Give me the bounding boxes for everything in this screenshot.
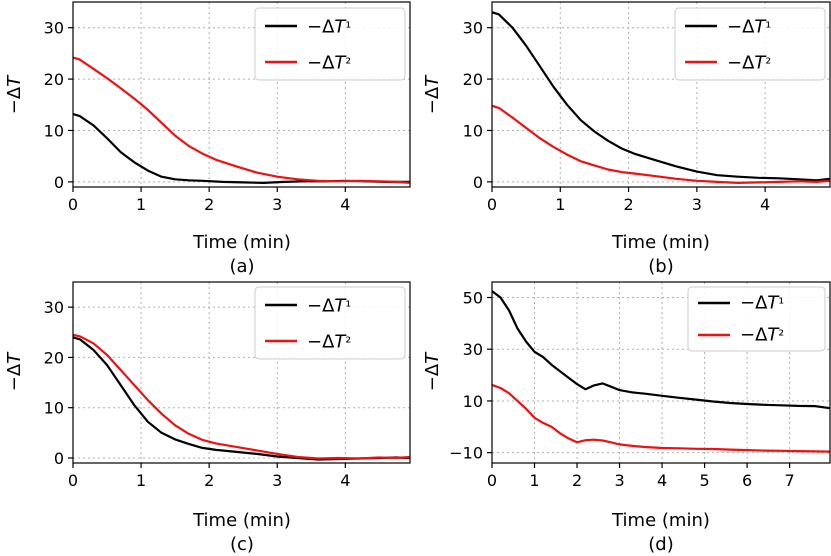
x-tick-label: 2 (572, 471, 582, 490)
panel-caption: (a) (229, 256, 254, 277)
y-tick-label: 0 (473, 173, 483, 192)
legend-label: −ΔT¹ (740, 293, 784, 314)
legend-label: −ΔT¹ (727, 16, 771, 37)
axes-frame (72, 1, 411, 188)
x-axis-label: Time (min) (192, 232, 291, 253)
axes-frame (491, 1, 831, 188)
y-tick-label: 50 (463, 289, 483, 308)
y-tick-label: 0 (54, 449, 64, 468)
x-tick-label: 6 (742, 471, 752, 490)
x-tick-label: 3 (692, 195, 702, 214)
x-tick-label: 1 (529, 471, 539, 490)
x-tick-label: 4 (340, 195, 350, 214)
x-tick-label: 3 (272, 471, 282, 490)
y-tick-label: 10 (44, 399, 64, 418)
axes-frame (491, 281, 831, 464)
x-tick-label: 4 (340, 471, 350, 490)
series-line-1 (73, 112, 410, 184)
y-axis-label: −ΔT (422, 74, 443, 114)
legend-label: −ΔT¹ (307, 16, 351, 37)
chart-panel-b: 0 1 2 3 4 0 10 20 30 Time (min) −ΔT (b) −ΔT¹ −ΔT² (422, 1, 831, 277)
series-line-2 (492, 104, 830, 184)
x-tick-label: 0 (487, 195, 497, 214)
y-axis-label: −ΔT (4, 74, 25, 114)
legend-label: −ΔT¹ (307, 295, 351, 316)
x-tick-label: 1 (136, 471, 146, 490)
series-line-1 (492, 290, 830, 410)
x-axis-label: Time (min) (611, 232, 710, 253)
panel-caption: (c) (230, 534, 254, 555)
x-tick-label: 0 (487, 471, 497, 490)
x-tick-label: 0 (68, 195, 78, 214)
series-line-2 (492, 383, 830, 453)
y-tick-label: 20 (463, 70, 483, 89)
x-tick-label: 7 (785, 471, 795, 490)
series-line-2 (73, 56, 410, 184)
legend: −ΔT¹ −ΔT² (254, 7, 406, 81)
series-line-1 (492, 11, 830, 182)
x-axis-label: Time (min) (611, 510, 710, 531)
legend-label: −ΔT² (307, 331, 351, 352)
y-tick-label: 10 (463, 392, 483, 411)
y-tick-label: 20 (44, 70, 64, 89)
x-tick-label: 0 (68, 471, 78, 490)
legend-label: −ΔT² (307, 52, 351, 73)
y-tick-label: 30 (463, 340, 483, 359)
y-tick-label: 30 (44, 298, 64, 317)
x-tick-label: 3 (272, 195, 282, 214)
y-tick-label: 30 (463, 19, 483, 38)
x-tick-label: 4 (657, 471, 667, 490)
y-axis-label: −ΔT (4, 351, 25, 391)
y-tick-label: 10 (463, 121, 483, 140)
y-axis-label: −ΔT (422, 351, 443, 391)
legend-label: −ΔT² (740, 325, 784, 346)
y-tick-label: 0 (54, 173, 64, 192)
panel-caption: (d) (648, 534, 673, 555)
chart-panel-a: 0 1 2 3 4 0 10 20 30 Time (min) −ΔT (a) −ΔT¹ −ΔT² (4, 1, 411, 277)
y-tick-label: −10 (449, 444, 483, 463)
chart-panel-c: 0 1 2 3 4 0 10 20 30 Time (min) −ΔT (c) −ΔT¹ −ΔT² (4, 281, 411, 555)
y-tick-label: 30 (44, 19, 64, 38)
x-axis-label: Time (min) (192, 510, 291, 531)
x-tick-label: 2 (204, 471, 214, 490)
panel-caption: (b) (648, 256, 673, 277)
x-tick-label: 2 (623, 195, 633, 214)
axes-frame (72, 281, 411, 464)
x-tick-label: 5 (699, 471, 709, 490)
x-tick-label: 2 (204, 195, 214, 214)
series-line-2 (73, 333, 410, 460)
y-tick-label: 10 (44, 121, 64, 140)
x-tick-label: 1 (136, 195, 146, 214)
legend: −ΔT¹ −ΔT² (674, 7, 826, 81)
legend-label: −ΔT² (727, 52, 771, 73)
legend: −ΔT¹ −ΔT² (687, 286, 826, 352)
x-tick-label: 4 (760, 195, 770, 214)
x-tick-label: 1 (555, 195, 565, 214)
x-tick-label: 3 (614, 471, 624, 490)
legend: −ΔT¹ −ΔT² (254, 286, 406, 360)
y-tick-label: 20 (44, 348, 64, 367)
